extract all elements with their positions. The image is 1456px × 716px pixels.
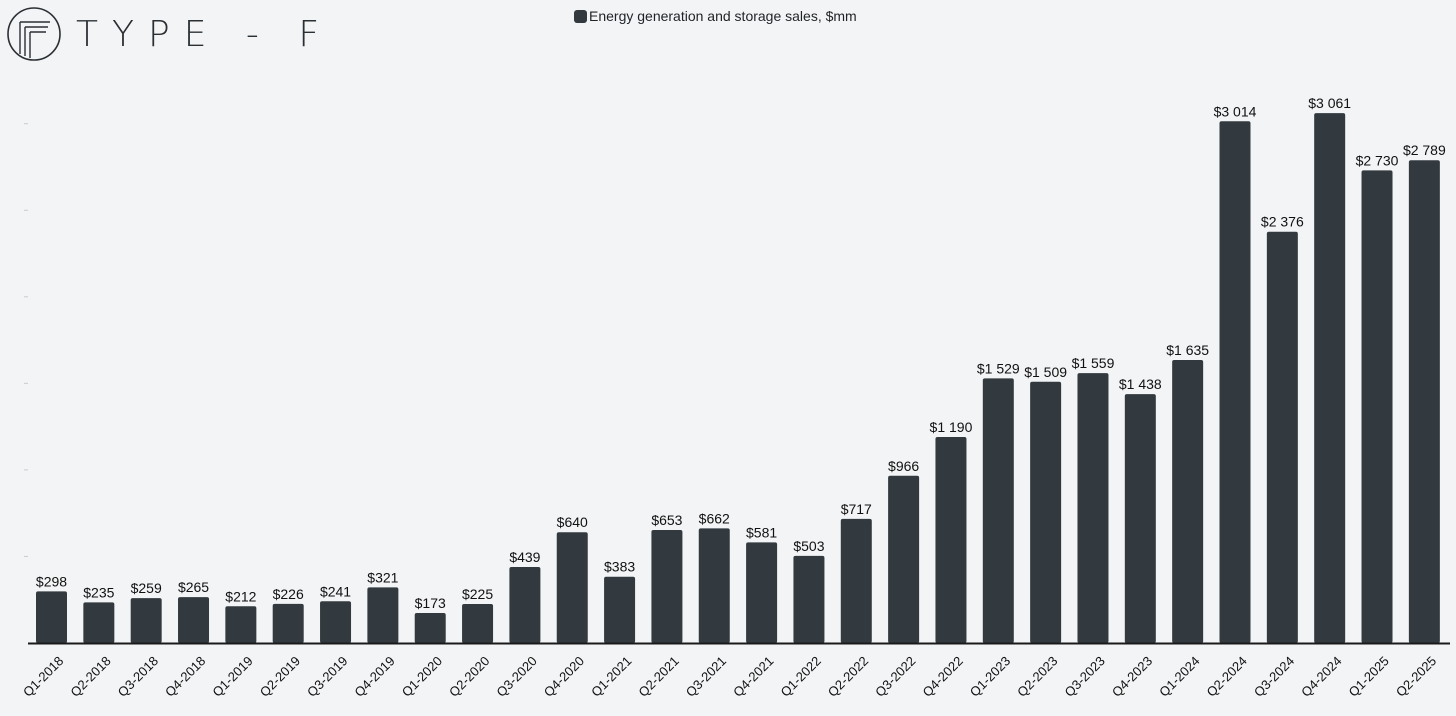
data-label: $1 559: [1072, 355, 1115, 371]
data-label: $383: [604, 559, 635, 575]
data-label: $265: [178, 579, 209, 595]
data-label: $225: [462, 586, 493, 602]
bar-Q1-2024: [1172, 359, 1204, 643]
bar-Q1-2025: [1361, 170, 1393, 643]
x-tick-label: Q3-2021: [683, 653, 729, 699]
data-label: $1 529: [977, 360, 1020, 376]
x-tick-label: Q4-2021: [730, 653, 776, 699]
bar-Q2-2024: [1219, 121, 1251, 643]
x-tick-label: Q3-2018: [115, 653, 161, 699]
bar-Q2-2018: [83, 602, 115, 643]
x-tick-label: Q2-2025: [1393, 653, 1439, 699]
bar-Q3-2021: [698, 528, 730, 643]
data-label: $717: [841, 501, 872, 517]
bar-Q3-2023: [1077, 373, 1109, 643]
x-tick-label: Q4-2019: [351, 653, 397, 699]
x-tick-label: Q2-2022: [825, 653, 871, 699]
data-label: $653: [651, 512, 682, 528]
x-tick-label: Q4-2018: [162, 653, 208, 699]
x-tick-label: Q2-2021: [635, 653, 681, 699]
bar-Q2-2020: [462, 604, 494, 643]
data-label: $1 509: [1024, 364, 1067, 380]
x-tick-label: Q2-2023: [1014, 653, 1060, 699]
x-tick-label: Q1-2024: [1156, 653, 1202, 699]
type-f-logo-icon: [7, 7, 61, 61]
x-tick-label: Q1-2020: [399, 653, 445, 699]
data-label: $298: [36, 573, 67, 589]
x-tick-label: Q1-2025: [1346, 653, 1392, 699]
data-label: $259: [131, 580, 162, 596]
x-tick-label: Q1-2023: [967, 653, 1013, 699]
data-label: $966: [888, 458, 919, 474]
bar-Q4-2023: [1124, 394, 1156, 643]
x-tick-label: Q4-2020: [541, 653, 587, 699]
data-label: $2 730: [1356, 152, 1399, 168]
x-tick-label: Q2-2024: [1204, 653, 1250, 699]
bar-Q4-2019: [367, 587, 399, 643]
data-label: $2 789: [1403, 142, 1446, 158]
x-tick-label: Q2-2019: [257, 653, 303, 699]
x-tick-label: Q4-2024: [1298, 653, 1344, 699]
x-tick-label: Q3-2022: [872, 653, 918, 699]
bar-Q2-2025: [1408, 160, 1440, 643]
data-label: $640: [557, 514, 588, 530]
bar-Q1-2019: [225, 606, 257, 643]
x-tick-label: Q3-2024: [1251, 653, 1297, 699]
bar-Q1-2023: [982, 378, 1014, 643]
x-tick-label: Q1-2018: [20, 653, 66, 699]
x-tick-label: Q1-2021: [588, 653, 634, 699]
x-tick-label: Q2-2020: [446, 653, 492, 699]
data-label: $235: [83, 584, 114, 600]
legend-swatch: [574, 9, 587, 23]
bar-Q3-2024: [1266, 231, 1298, 643]
brand-wordmark: TYPE - F: [76, 13, 334, 55]
bar-Q3-2018: [130, 598, 162, 643]
data-label: $1 438: [1119, 376, 1162, 392]
data-label: $212: [225, 588, 256, 604]
bar-Q4-2021: [746, 542, 778, 643]
x-tick-label: Q4-2022: [919, 653, 965, 699]
bar-Q1-2022: [793, 555, 825, 643]
legend-label: Energy generation and storage sales, $mm: [589, 8, 857, 24]
bar-Q4-2018: [178, 597, 210, 643]
data-label: $662: [699, 510, 730, 526]
data-label: $226: [273, 586, 304, 602]
data-label: $503: [793, 538, 824, 554]
data-label: $3 061: [1308, 95, 1351, 111]
bar-Q1-2018: [36, 591, 67, 643]
data-label: $1 190: [930, 419, 973, 435]
data-label: $1 635: [1166, 342, 1209, 358]
x-tick-label: Q3-2019: [304, 653, 350, 699]
bar-Q4-2022: [935, 437, 967, 643]
data-label: $321: [367, 569, 398, 585]
data-label: $3 014: [1214, 103, 1257, 119]
data-label: $241: [320, 583, 351, 599]
bar-Q2-2023: [1030, 381, 1062, 643]
data-label: $173: [415, 595, 446, 611]
bar-Q1-2021: [604, 576, 636, 643]
x-tick-label: Q1-2022: [777, 653, 823, 699]
data-label: $581: [746, 524, 777, 540]
bar-Q3-2020: [509, 567, 541, 643]
x-tick-label: Q3-2023: [1062, 653, 1108, 699]
x-tick-label: Q2-2018: [67, 653, 113, 699]
bar-Q3-2019: [320, 601, 352, 643]
data-label: $2 376: [1261, 214, 1304, 230]
bar-Q2-2022: [840, 518, 872, 643]
bar-Q1-2020: [414, 613, 446, 643]
bar-Q4-2024: [1314, 113, 1346, 644]
bar-Q4-2020: [556, 532, 588, 643]
brand-logo: TYPE - F: [6, 6, 333, 62]
x-tick-label: Q1-2019: [209, 653, 255, 699]
bar-Q2-2019: [272, 603, 304, 643]
chart-legend: Energy generation and storage sales, $mm: [574, 8, 857, 24]
x-tick-label: Q4-2023: [1109, 653, 1155, 699]
data-label: $439: [509, 549, 540, 565]
x-tick-label: Q3-2020: [493, 653, 539, 699]
bar-Q3-2022: [888, 475, 920, 643]
bar-Q2-2021: [651, 529, 683, 643]
